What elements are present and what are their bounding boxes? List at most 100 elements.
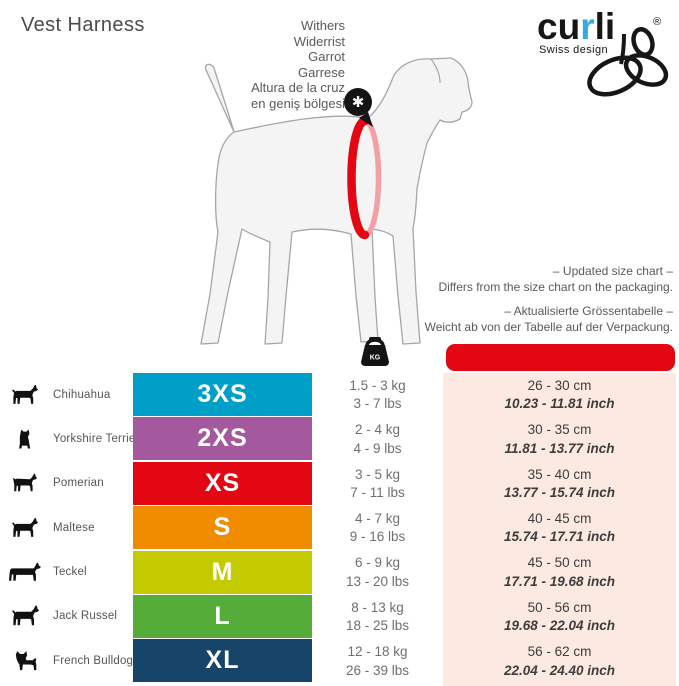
- jack-russel-icon: [8, 605, 42, 627]
- curli-wordmark: curli: [537, 6, 616, 47]
- girth-inch: 10.23 - 11.81 inch: [504, 396, 615, 412]
- breed-label: Pomerian: [53, 477, 104, 490]
- withers-label-es: Altura de la cruz: [251, 80, 345, 96]
- breed-label: Yorkshire Terrier: [53, 432, 140, 445]
- girth-inch: 11.81 - 13.77 inch: [504, 440, 615, 456]
- teckel-icon: [8, 562, 42, 582]
- note-en-title: – Updated size chart –: [552, 264, 673, 278]
- size-badge-xl: XL: [133, 639, 312, 683]
- girth-cm: 56 - 62 cm: [527, 644, 592, 660]
- measure-cell: 56 - 62 cm 22.04 - 24.40 inch: [443, 639, 676, 682]
- size-badge-m: M: [133, 550, 312, 594]
- girth-cm: 35 - 40 cm: [527, 466, 592, 482]
- size-badge-l: L: [133, 594, 312, 638]
- measure-cell: 26 - 30 cm 10.23 - 11.81 inch: [443, 373, 676, 416]
- measure-cell: 40 - 45 cm 15.74 - 17.71 inch: [443, 506, 676, 549]
- size-badge-2xs: 2XS: [133, 417, 312, 461]
- note-de-sub: Weicht ab von der Tabelle auf der Verpac…: [424, 319, 673, 334]
- girth-inch: 22.04 - 24.40 inch: [503, 662, 616, 678]
- weight-lbs: 3 - 7 lbs: [353, 396, 402, 412]
- girth-inch: 13.77 - 15.74 inch: [503, 485, 616, 501]
- size-badge-s: S: [133, 506, 312, 550]
- note-en-sub: Differs from the size chart on the packa…: [438, 279, 673, 294]
- girth-inch: 19.68 - 22.04 inch: [503, 618, 616, 634]
- curli-flower-icon: [587, 27, 669, 97]
- curli-logo: curli Swiss design ®: [531, 4, 679, 104]
- weight-lbs: 4 - 9 lbs: [353, 440, 402, 456]
- breed-label: Jack Russel: [53, 610, 118, 623]
- weight-kg: 6 - 9 kg: [354, 555, 401, 571]
- measuring-ring-icon: [347, 116, 370, 240]
- weight-cell: 6 - 9 kg 13 - 20 lbs: [312, 551, 443, 594]
- dog-ear-line: [430, 58, 441, 84]
- weight-cell: 4 - 7 kg 9 - 16 lbs: [312, 506, 443, 549]
- registered-mark: ®: [653, 16, 662, 28]
- breed-label: Maltese: [53, 521, 95, 534]
- weight-lbs: 7 - 11 lbs: [350, 485, 405, 501]
- curli-accent-letter: r: [580, 6, 595, 47]
- svg-text:KG: KG: [370, 355, 381, 362]
- weight-lbs: 13 - 20 lbs: [345, 573, 410, 589]
- measure-cell: 45 - 50 cm 17.71 - 19.68 inch: [443, 551, 676, 594]
- weight-kg: 2 - 4 kg: [354, 422, 401, 438]
- page-title: Vest Harness: [21, 14, 145, 36]
- table-row-m: Teckel M 6 - 9 kg 13 - 20 lbs 45 - 50 cm…: [0, 550, 679, 594]
- measure-cell: 30 - 35 cm 11.81 - 13.77 inch: [443, 417, 676, 460]
- withers-label-it: Garrese: [298, 64, 345, 80]
- table-row-2xs: Yorkshire Terrier 2XS 2 - 4 kg 4 - 9 lbs…: [0, 417, 679, 461]
- yorkshire-terrier-icon: [8, 428, 42, 450]
- girth-inch: 17.71 - 19.68 inch: [503, 573, 616, 589]
- size-badge-3xs: 3XS: [133, 373, 312, 416]
- french-bulldog-icon: [8, 650, 42, 672]
- withers-label-fr: Garrot: [308, 49, 345, 65]
- table-row-3xs: Chihuahua 3XS 1.5 - 3 kg 3 - 7 lbs 26 - …: [0, 373, 679, 416]
- chihuahua-icon: [8, 384, 42, 406]
- girth-cm: 30 - 35 cm: [527, 422, 592, 438]
- weight-lbs: 9 - 16 lbs: [349, 529, 406, 545]
- measurement-column-header: [446, 344, 675, 371]
- swiss-design-tagline: Swiss design: [539, 44, 608, 56]
- weight-cell: 12 - 18 kg 26 - 39 lbs: [312, 639, 443, 682]
- table-row-xs: Pomerian XS 3 - 5 kg 7 - 11 lbs 35 - 40 …: [0, 461, 679, 505]
- asterisk-glyph: ✱: [351, 94, 365, 111]
- weight-cell: 3 - 5 kg 7 - 11 lbs: [312, 462, 443, 505]
- withers-label-tr: en geniş bölgesi: [251, 95, 345, 111]
- weight-lbs: 26 - 39 lbs: [345, 662, 410, 678]
- pomerian-icon: [8, 472, 42, 494]
- kg-weight-icon: KG: [361, 337, 389, 366]
- girth-cm: 50 - 56 cm: [527, 599, 592, 615]
- weight-lbs: 18 - 25 lbs: [345, 618, 410, 634]
- weight-kg: 3 - 5 kg: [354, 466, 401, 482]
- maltese-icon: [8, 517, 42, 539]
- measure-cell: 35 - 40 cm 13.77 - 15.74 inch: [443, 462, 676, 505]
- table-row-xl: French Bulldog XL 12 - 18 kg 26 - 39 lbs…: [0, 639, 679, 683]
- girth-cm: 45 - 50 cm: [527, 555, 592, 571]
- dog-outline-illustration: [200, 57, 473, 345]
- table-row-l: Jack Russel L 8 - 13 kg 18 - 25 lbs 50 -…: [0, 594, 679, 638]
- breed-label: Teckel: [53, 566, 87, 579]
- measurement-column-panel: [443, 373, 676, 686]
- arrow-down-icon: [359, 112, 373, 127]
- weight-cell: 8 - 13 kg 18 - 25 lbs: [312, 595, 443, 638]
- breed-label: French Bulldog: [53, 654, 134, 667]
- withers-label-en: Withers: [300, 18, 345, 33]
- girth-cm: 26 - 30 cm: [527, 377, 592, 393]
- measure-cell: 50 - 56 cm 19.68 - 22.04 inch: [443, 595, 676, 638]
- weight-cell: 1.5 - 3 kg 3 - 7 lbs: [312, 373, 443, 416]
- withers-label-block: Withers Widerrist Garrot Garrese Altura …: [140, 18, 345, 112]
- girth-cm: 40 - 45 cm: [527, 510, 592, 526]
- weight-kg: 4 - 7 kg: [354, 510, 401, 526]
- weight-kg: 12 - 18 kg: [347, 644, 408, 660]
- breed-label: Chihuahua: [53, 388, 111, 401]
- girth-inch: 15.74 - 17.71 inch: [503, 529, 616, 545]
- weight-cell: 2 - 4 kg 4 - 9 lbs: [312, 417, 443, 460]
- weight-kg: 1.5 - 3 kg: [349, 377, 406, 393]
- size-badge-xs: XS: [133, 461, 312, 505]
- note-de-title: – Aktualisierte Grössentabelle –: [504, 304, 673, 318]
- withers-label-de: Widerrist: [293, 33, 345, 49]
- asterisk-marker-icon: ✱: [344, 88, 372, 116]
- size-chart-notes: – Updated size chart – Differs from the …: [425, 264, 673, 335]
- weight-kg: 8 - 13 kg: [351, 599, 404, 615]
- size-table: Chihuahua 3XS 1.5 - 3 kg 3 - 7 lbs 26 - …: [0, 373, 679, 684]
- table-row-s: Maltese S 4 - 7 kg 9 - 16 lbs 40 - 45 cm…: [0, 506, 679, 550]
